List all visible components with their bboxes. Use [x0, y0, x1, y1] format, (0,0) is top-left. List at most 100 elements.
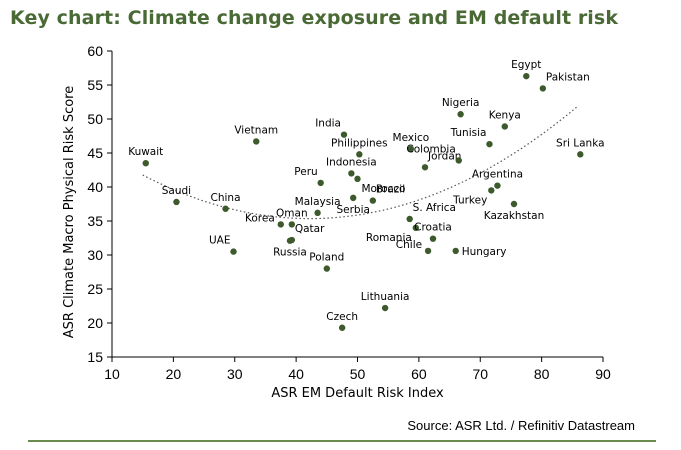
point-philippines [356, 151, 363, 158]
x-tick-label: 60 [411, 366, 427, 382]
x-tick-label: 10 [104, 366, 120, 382]
point-label-colombia: Colombia [406, 143, 455, 155]
footer-divider [28, 440, 656, 442]
point-label-pakistan: Pakistan [546, 71, 590, 83]
point-egypt [523, 72, 530, 80]
x-tick-label: 20 [166, 366, 182, 382]
point-label-peru: Peru [294, 166, 317, 178]
x-tick-label: 30 [227, 366, 243, 382]
chart-title: Key chart: Climate change exposure and E… [10, 7, 619, 29]
point-label-russia: Russia [273, 247, 307, 259]
axes: 10 20 30 40 50 60 70 80 90 15 20 25 30 35 40 45 50 55 60 [87, 43, 611, 382]
source-note: Source: ASR Ltd. / Refinitiv Datastream [407, 418, 635, 433]
point-jordan [421, 164, 429, 171]
y-tick-label: 25 [87, 281, 103, 297]
point-s-africa [406, 215, 413, 223]
y-tick-label: 40 [87, 179, 103, 195]
point-label-tunisia: Tunisia [450, 127, 487, 139]
point-pakistan [539, 85, 547, 92]
point-india [340, 131, 348, 138]
point-morocco [354, 175, 361, 183]
point-colombia [455, 157, 462, 164]
point-label-mexico: Mexico [393, 132, 430, 144]
point-romania [412, 224, 420, 231]
point-poland [323, 265, 331, 272]
point-label-argentina: Argentina [472, 169, 523, 181]
trend-line [142, 105, 579, 220]
point-chile [424, 247, 432, 255]
x-axis-title: ASR EM Default Risk Index [271, 386, 444, 401]
point-label-lithuania: Lithuania [361, 291, 410, 303]
point-malaysia [314, 209, 321, 217]
y-tick-label: 15 [87, 349, 103, 365]
point-tunisia [486, 140, 493, 148]
point-nigeria [457, 111, 464, 118]
point-czech [338, 324, 346, 331]
point-label-indonesia: Indonesia [326, 156, 377, 168]
y-tick-label: 60 [87, 43, 103, 59]
point-label-poland: Poland [309, 252, 344, 264]
x-tick-label: 50 [350, 366, 366, 382]
point-label-croatia: Croatia [414, 222, 452, 234]
point-russia [286, 237, 294, 244]
point-hungary [452, 247, 459, 255]
y-tick-label: 20 [87, 315, 103, 331]
point-label-romania: Romania [366, 232, 412, 244]
y-tick-label: 30 [87, 247, 103, 263]
point-indonesia [348, 170, 355, 177]
point-argentina [494, 182, 501, 189]
point-croatia [429, 235, 437, 242]
point-mexico [407, 145, 415, 153]
point-label-kazakhstan: Kazakhstan [484, 210, 545, 222]
point-label-saudi: Saudi [162, 185, 191, 197]
point-label-vietnam: Vietnam [234, 124, 278, 136]
y-tick-label: 35 [87, 213, 103, 229]
point-korea [277, 221, 284, 228]
point-label-philippines: Philippines [331, 137, 388, 149]
point-label-egypt: Egypt [511, 59, 541, 71]
point-label-nigeria: Nigeria [442, 97, 480, 109]
point-label-india: India [315, 118, 341, 130]
point-label-sri-lanka: Sri Lanka [556, 137, 605, 149]
point-label-hungary: Hungary [462, 246, 507, 258]
y-tick-label: 50 [87, 111, 103, 127]
point-brazil [369, 197, 377, 204]
point-label-kuwait: Kuwait [128, 146, 163, 158]
point-label-qatar: Qatar [295, 223, 325, 235]
point-label-czech: Czech [326, 311, 358, 323]
point-kuwait [142, 160, 149, 167]
point-sri-lanka [577, 151, 584, 158]
point-label-turkey: Turkey [452, 194, 487, 206]
point-label-brazil: Brazil [376, 184, 405, 196]
x-tick-label: 40 [288, 366, 304, 382]
x-tick-label: 80 [534, 366, 550, 382]
point-label-chile: Chile [396, 239, 422, 251]
point-label-serbia: Serbia [336, 204, 369, 216]
point-label-kenya: Kenya [489, 109, 521, 121]
point-label-uae: UAE [209, 235, 231, 247]
x-tick-label: 70 [472, 366, 488, 382]
point-label-morocco: Morocco [362, 183, 406, 195]
point-kazakhstan [510, 200, 518, 208]
point-turkey [488, 187, 495, 194]
point-oman [288, 221, 296, 228]
point-label-china: China [211, 192, 241, 204]
point-label-malaysia: Malaysia [295, 196, 341, 208]
point-label-oman: Oman [276, 207, 308, 219]
x-tick-label: 90 [595, 366, 611, 382]
point-saudi [173, 198, 180, 206]
y-axis-title: ASR Climate Macro Physical Risk Score [62, 86, 77, 338]
point-label-s-africa: S. Africa [413, 202, 456, 214]
y-tick-label: 45 [87, 145, 103, 161]
point-label-korea: Korea [245, 212, 275, 224]
data-points: Kuwait Saudi Vietnam China UAE Korea Oman Qatar… [128, 59, 605, 331]
point-vietnam [253, 138, 260, 145]
point-label-jordan: Jordan [427, 150, 461, 162]
y-tick-label: 55 [87, 77, 103, 93]
point-serbia [350, 194, 357, 202]
point-kenya [501, 123, 508, 130]
point-china [222, 205, 229, 212]
point-lithuania [381, 304, 389, 312]
point-uae [230, 248, 237, 255]
